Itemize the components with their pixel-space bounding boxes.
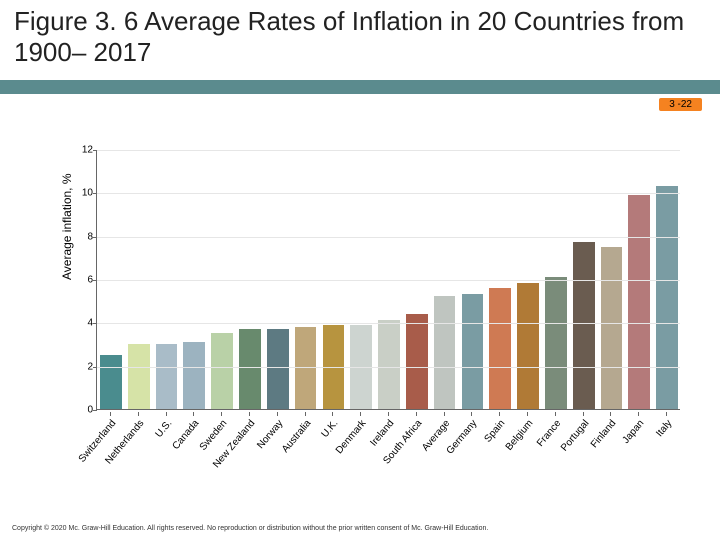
y-tick-mark bbox=[93, 367, 97, 368]
bar bbox=[462, 294, 484, 409]
x-tick-label: U.K. bbox=[320, 418, 341, 440]
bar bbox=[267, 329, 289, 409]
x-tick-mark bbox=[332, 412, 333, 416]
x-tick-label: Japan bbox=[621, 418, 647, 446]
grid-line bbox=[97, 367, 680, 368]
y-tick-label: 0 bbox=[75, 405, 93, 416]
x-tick-label: Ireland bbox=[368, 418, 396, 448]
x-tick-label: Portugal bbox=[559, 418, 591, 454]
y-tick-label: 8 bbox=[75, 231, 93, 242]
plot-area: 024681012 bbox=[96, 150, 680, 410]
y-tick-mark bbox=[93, 193, 97, 194]
bar bbox=[628, 195, 650, 410]
x-tick-mark bbox=[444, 412, 445, 416]
x-tick-label: Belgium bbox=[504, 418, 536, 453]
y-tick-label: 10 bbox=[75, 188, 93, 199]
bar bbox=[656, 186, 678, 409]
bar bbox=[601, 247, 623, 410]
bar bbox=[183, 342, 205, 409]
x-tick-mark bbox=[193, 412, 194, 416]
x-tick-label: Finland bbox=[589, 418, 619, 450]
x-tick-mark bbox=[638, 412, 639, 416]
x-labels-container: SwitzerlandNetherlandsU.S.CanadaSwedenNe… bbox=[96, 412, 680, 478]
x-tick-mark bbox=[499, 412, 500, 416]
y-tick-mark bbox=[93, 150, 97, 151]
bar bbox=[406, 314, 428, 409]
y-tick-label: 2 bbox=[75, 361, 93, 372]
bar bbox=[100, 355, 122, 409]
x-tick-mark bbox=[388, 412, 389, 416]
x-tick-mark bbox=[277, 412, 278, 416]
x-tick-mark bbox=[555, 412, 556, 416]
x-tick-mark bbox=[221, 412, 222, 416]
page-number-badge: 3 -22 bbox=[659, 98, 702, 111]
x-tick-mark bbox=[416, 412, 417, 416]
grid-line bbox=[97, 280, 680, 281]
bar bbox=[295, 327, 317, 409]
bar bbox=[128, 344, 150, 409]
x-tick-mark bbox=[110, 412, 111, 416]
grid-line bbox=[97, 323, 680, 324]
y-tick-mark bbox=[93, 323, 97, 324]
bar bbox=[434, 296, 456, 409]
bar bbox=[378, 320, 400, 409]
x-tick-mark bbox=[666, 412, 667, 416]
bar bbox=[211, 333, 233, 409]
y-axis-label: Average inflation, % bbox=[60, 173, 74, 280]
x-tick-mark bbox=[166, 412, 167, 416]
slide: Figure 3. 6 Average Rates of Inflation i… bbox=[0, 0, 720, 540]
x-tick-label: Italy bbox=[654, 418, 674, 439]
bar bbox=[239, 329, 261, 409]
y-tick-mark bbox=[93, 237, 97, 238]
copyright-text: Copyright © 2020 Mc. Graw-Hill Education… bbox=[12, 525, 488, 532]
x-tick-label: France bbox=[535, 418, 563, 449]
x-tick-mark bbox=[360, 412, 361, 416]
title-underline bbox=[0, 80, 720, 94]
x-tick-mark bbox=[527, 412, 528, 416]
grid-line bbox=[97, 150, 680, 151]
figure-title: Figure 3. 6 Average Rates of Inflation i… bbox=[14, 6, 706, 67]
x-tick-label: Spain bbox=[483, 418, 508, 445]
grid-line bbox=[97, 193, 680, 194]
x-tick-mark bbox=[471, 412, 472, 416]
x-tick-label: U.S. bbox=[153, 418, 174, 440]
bar bbox=[545, 277, 567, 409]
bar bbox=[156, 344, 178, 409]
x-tick-mark bbox=[583, 412, 584, 416]
x-tick-label: Canada bbox=[171, 418, 202, 452]
x-tick-mark bbox=[138, 412, 139, 416]
y-tick-mark bbox=[93, 410, 97, 411]
bar bbox=[489, 288, 511, 409]
y-tick-label: 6 bbox=[75, 275, 93, 286]
bar bbox=[573, 242, 595, 409]
x-tick-mark bbox=[249, 412, 250, 416]
chart-area: Average inflation, % 024681012 Switzerla… bbox=[40, 140, 690, 480]
y-tick-label: 12 bbox=[75, 145, 93, 156]
x-tick-mark bbox=[610, 412, 611, 416]
grid-line bbox=[97, 237, 680, 238]
x-tick-mark bbox=[305, 412, 306, 416]
bar bbox=[517, 283, 539, 409]
y-tick-label: 4 bbox=[75, 318, 93, 329]
y-tick-mark bbox=[93, 280, 97, 281]
